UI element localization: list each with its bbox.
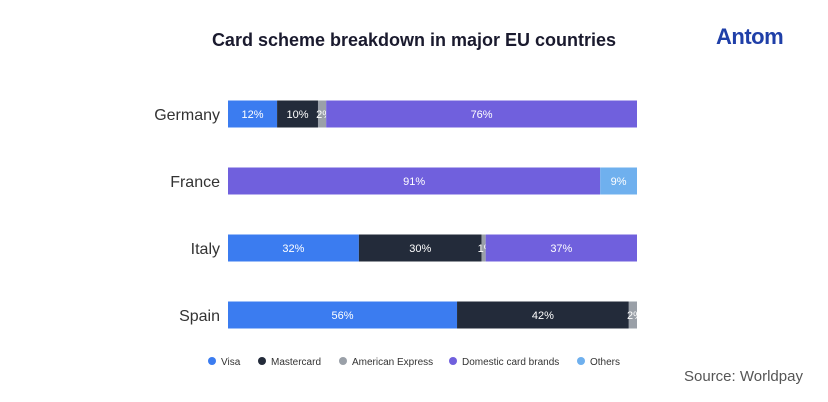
bar-visa-germany: [228, 100, 278, 128]
bar-mastercard-italy: [358, 234, 482, 262]
legend-label-visa: Visa: [221, 357, 241, 368]
bar-visa-spain: [228, 301, 458, 329]
data-label-others-france: 9%: [611, 176, 627, 188]
data-label-amex-spain: 2%: [627, 310, 643, 322]
legend-label-others: Others: [590, 357, 620, 368]
bar-visa-italy: [228, 234, 359, 262]
chart-title: Card scheme breakdown in major EU countr…: [211, 30, 617, 50]
data-label-visa-germany: 12%: [242, 109, 264, 121]
legend-marker-domestic: [449, 357, 457, 365]
bar-amex-germany: [317, 100, 327, 128]
bar-domestic-italy: [485, 234, 637, 262]
antom-logo: Antom: [716, 24, 784, 49]
legend-marker-amex: [339, 357, 347, 365]
legend-marker-others: [577, 357, 585, 365]
legend-marker-visa: [208, 357, 216, 365]
legend-label-amex: American Express: [352, 357, 433, 368]
data-label-mastercard-germany: 10%: [287, 109, 309, 121]
data-label-mastercard-spain: 42%: [532, 310, 554, 322]
source-note: Source: Worldpay: [684, 368, 803, 385]
legend-label-domestic: Domestic card brands: [462, 357, 559, 368]
data-label-domestic-germany: 76%: [471, 109, 493, 121]
bar-domestic-france: [228, 167, 601, 195]
category-label-germany: Germany: [154, 107, 220, 124]
legend-marker-mastercard: [258, 357, 266, 365]
category-label-italy: Italy: [191, 241, 220, 258]
legend-label-mastercard: Mastercard: [271, 357, 321, 368]
bar-others-france: [600, 167, 637, 195]
data-label-domestic-france: 91%: [403, 176, 425, 188]
category-label-france: France: [170, 174, 220, 191]
bar-mastercard-germany: [277, 100, 318, 128]
data-label-visa-italy: 32%: [282, 243, 304, 255]
bar-mastercard-spain: [457, 301, 629, 329]
bar-amex-spain: [628, 301, 637, 329]
bar-amex-italy: [481, 234, 486, 262]
bar-domestic-germany: [326, 100, 637, 128]
data-label-visa-spain: 56%: [332, 310, 354, 322]
data-label-domestic-italy: 37%: [550, 243, 572, 255]
category-label-spain: Spain: [179, 308, 220, 325]
data-label-mastercard-italy: 30%: [409, 243, 431, 255]
